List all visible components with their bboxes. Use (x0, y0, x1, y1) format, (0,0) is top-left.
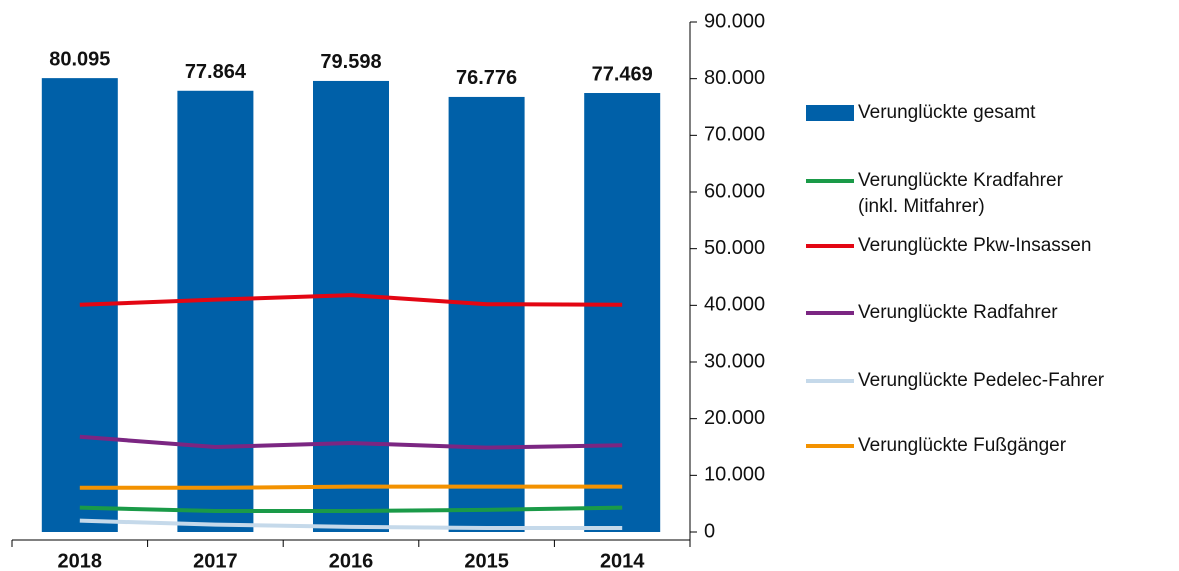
legend-item: Verunglückte Kradfahrer (inkl. Mitfahrer… (806, 168, 1106, 220)
x-tick-label: 2014 (600, 550, 645, 571)
line (79, 293, 623, 307)
bar-value-label: 79.598 (320, 51, 381, 73)
legend-swatch (806, 379, 854, 383)
bar-value-label: 76.776 (456, 67, 517, 89)
legend-swatch (806, 179, 854, 183)
y-tick-label: 0 (704, 520, 715, 542)
y-tick-label: 20.000 (704, 407, 765, 429)
x-tick-label: 2017 (193, 550, 238, 571)
legend-item: Verunglückte Pedelec-Fahrer (806, 368, 1176, 394)
legend-label: Verunglückte Pkw-Insassen (858, 235, 1092, 256)
bar (177, 90, 254, 533)
legend-label: Verunglückte gesamt (858, 102, 1036, 123)
y-tick-label: 60.000 (704, 180, 765, 202)
bar (584, 93, 661, 532)
y-tick-label: 10.000 (704, 464, 765, 486)
y-tick-label: 80.000 (704, 67, 765, 89)
line (79, 505, 623, 514)
bar-value-label: 77.864 (185, 61, 247, 83)
y-tick-label: 90.000 (704, 10, 765, 32)
bar-value-label: 77.469 (592, 63, 653, 85)
legend-label: Verunglückte Pedelec-Fahrer (858, 370, 1105, 391)
x-tick-label: 2016 (329, 550, 374, 571)
line (79, 518, 623, 531)
line (79, 484, 623, 490)
legend-item: Verunglückte Pkw-Insassen (806, 233, 1176, 259)
y-tick-label: 50.000 (704, 237, 765, 259)
legend-item: Verunglückte Fußgänger (806, 433, 1176, 459)
legend-swatch (806, 105, 854, 121)
bar-value-label: 80.095 (49, 48, 110, 70)
x-tick-label: 2018 (58, 550, 103, 571)
legend-label: Verunglückte Kradfahrer (inkl. Mitfahrer… (858, 170, 1063, 217)
legend-swatch (806, 244, 854, 248)
legend-label: Verunglückte Radfahrer (858, 302, 1058, 323)
y-tick-label: 40.000 (704, 294, 765, 316)
legend-swatch (806, 444, 854, 448)
x-tick-label: 2015 (464, 550, 509, 571)
y-tick-label: 30.000 (704, 350, 765, 372)
bar (313, 80, 389, 532)
legend-label: Verunglückte Fußgänger (858, 435, 1067, 456)
y-tick-label: 70.000 (704, 124, 765, 146)
legend-swatch (806, 311, 854, 315)
line (79, 434, 623, 450)
legend-item: Verunglückte Radfahrer (806, 300, 1176, 326)
legend-item: Verunglückte gesamt (806, 100, 1176, 126)
bar (448, 96, 525, 532)
